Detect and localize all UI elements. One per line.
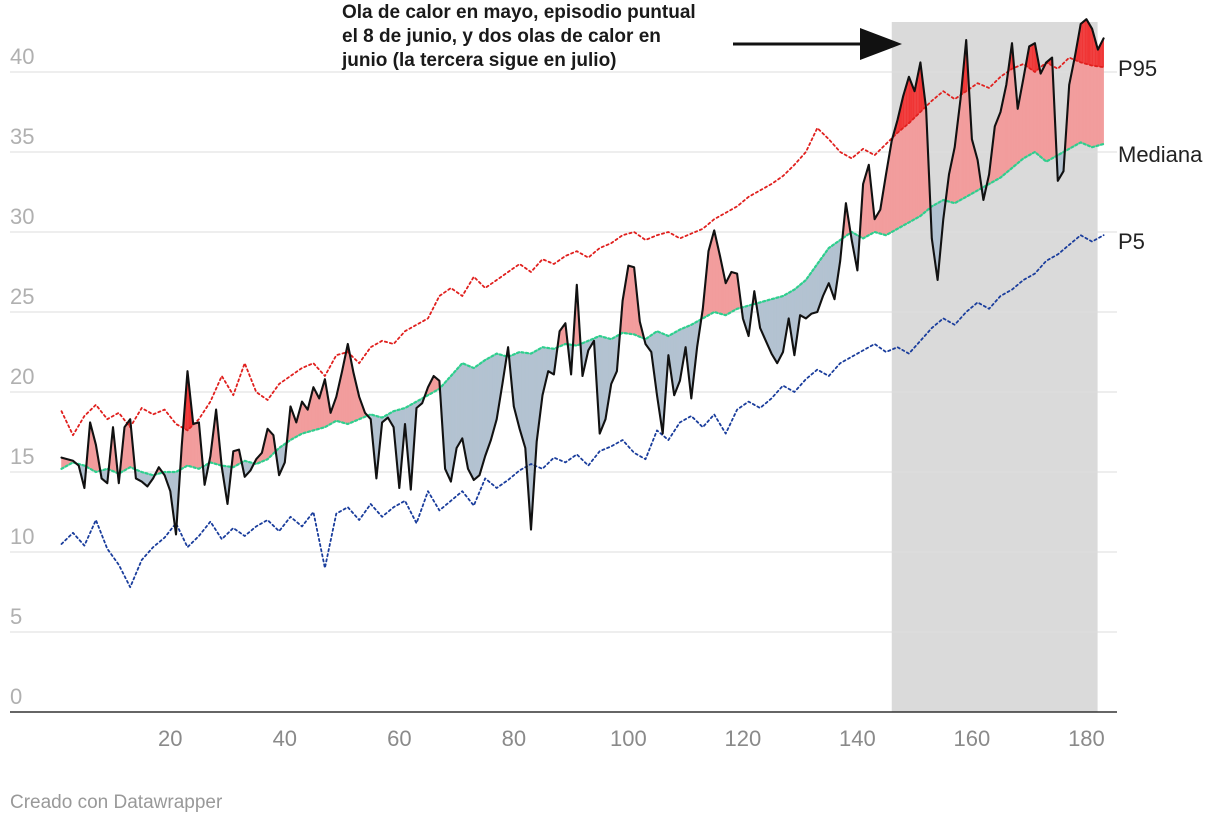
series-line-p5 bbox=[60, 234, 1105, 589]
series-label-p5: P5 bbox=[1118, 229, 1145, 254]
y-tick-label-40: 40 bbox=[10, 44, 34, 69]
series-label-mediana: Mediana bbox=[1118, 142, 1203, 167]
x-tick-label-180: 180 bbox=[1068, 726, 1105, 751]
annotation-line-2: el 8 de junio, y dos olas de calor en bbox=[342, 26, 661, 47]
y-tick-label-5: 5 bbox=[10, 604, 22, 629]
y-tick-label-30: 30 bbox=[10, 204, 34, 229]
y-tick-label-20: 20 bbox=[10, 364, 34, 389]
x-tick-label-120: 120 bbox=[725, 726, 762, 751]
series-label-p95: P95 bbox=[1118, 56, 1157, 81]
x-tick-label-160: 160 bbox=[954, 726, 991, 751]
credit: Creado con Datawrapper bbox=[10, 792, 223, 813]
x-tick-label-80: 80 bbox=[502, 726, 526, 751]
x-tick-label-140: 140 bbox=[839, 726, 876, 751]
series-line-observada bbox=[60, 18, 1105, 536]
y-tick-label-0: 0 bbox=[10, 684, 22, 709]
y-tick-label-25: 25 bbox=[10, 284, 34, 309]
x-tick-label-60: 60 bbox=[387, 726, 411, 751]
annotation-line-3: junio (la tercera sigue en julio) bbox=[341, 50, 617, 71]
y-tick-label-15: 15 bbox=[10, 444, 34, 469]
annotation-line-1: Ola de calor en mayo, episodio puntual bbox=[342, 2, 696, 23]
series-line-p95 bbox=[60, 56, 1105, 437]
annotation-arrow-head bbox=[860, 28, 902, 60]
x-tick-label-40: 40 bbox=[273, 726, 297, 751]
x-tick-label-100: 100 bbox=[610, 726, 647, 751]
x-tick-label-20: 20 bbox=[158, 726, 182, 751]
y-tick-label-35: 35 bbox=[10, 124, 34, 149]
y-tick-label-10: 10 bbox=[10, 524, 34, 549]
